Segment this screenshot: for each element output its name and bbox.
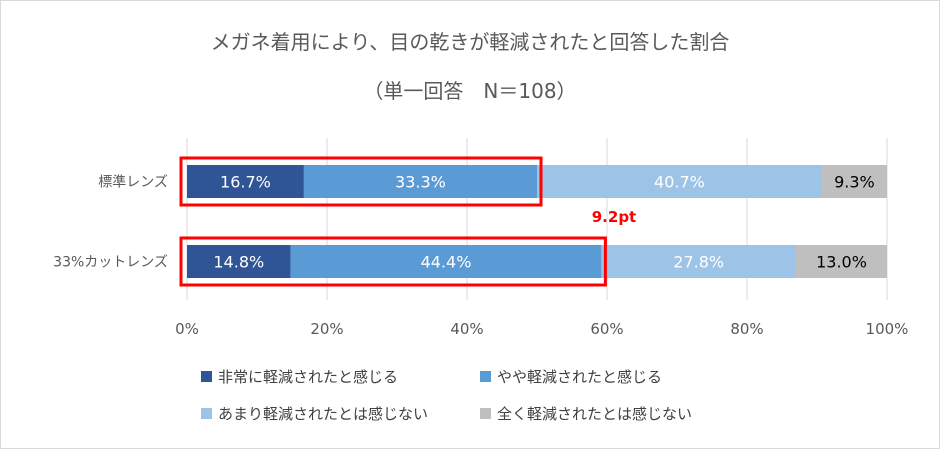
data-label-0-2: 40.7% <box>654 173 705 192</box>
bar-segment-0-3 <box>821 165 887 198</box>
data-label-0-3: 9.3% <box>834 173 875 192</box>
data-label-0-0: 16.7% <box>220 173 271 192</box>
data-label-1-0: 14.8% <box>213 253 264 272</box>
legend-item-1: 非常に軽減されたと感じる <box>201 366 398 387</box>
x-tick-label-5: 100% <box>866 320 909 338</box>
legend-swatch-4 <box>480 408 491 419</box>
x-tick-label-0: 0% <box>175 320 199 338</box>
bar-segment-1-3 <box>796 245 887 278</box>
legend-label-3: あまり軽減されたとは感じない <box>218 405 429 423</box>
data-label-1-1: 44.4% <box>421 253 472 272</box>
legend-item-4: 全く軽減されたとは感じない <box>480 403 692 424</box>
x-tick-label-4: 80% <box>730 320 763 338</box>
difference-annotation: 9.2pt <box>592 208 636 226</box>
legend-label-2: やや軽減されたと感じる <box>497 368 663 386</box>
legend-item-2: やや軽減されたと感じる <box>480 366 662 387</box>
x-tick-label-1: 20% <box>310 320 343 338</box>
legend-label-1: 非常に軽減されたと感じる <box>218 368 399 386</box>
data-label-1-3: 13.0% <box>816 253 867 272</box>
bar-segment-1-2 <box>601 245 796 278</box>
category-label-0: 標準レンズ <box>98 175 168 191</box>
legend-label-4: 全く軽減されたとは感じない <box>497 405 693 423</box>
x-tick-label-3: 60% <box>590 320 623 338</box>
category-label-1: 33%カットレンズ <box>53 255 168 271</box>
chart-subtitle: （単一回答 N＝108） <box>363 79 577 103</box>
legend-swatch-3 <box>201 408 212 419</box>
legend-item-3: あまり軽減されたとは感じない <box>201 403 428 424</box>
data-label-0-1: 33.3% <box>395 173 446 192</box>
x-tick-label-2: 40% <box>450 320 483 338</box>
bar-segment-0-0 <box>187 165 304 198</box>
bar-segment-1-0 <box>187 245 291 278</box>
highlight-box-0 <box>179 156 543 207</box>
legend-swatch-1 <box>201 371 212 382</box>
chart-title: メガネ着用により、目の乾きが軽減されたと回答した割合 <box>210 30 730 54</box>
data-label-1-2: 27.8% <box>673 253 724 272</box>
bar-segment-1-1 <box>290 245 602 278</box>
bar-segment-0-1 <box>303 165 537 198</box>
legend-swatch-2 <box>480 371 491 382</box>
highlight-box-1 <box>179 236 607 287</box>
bar-segment-0-2 <box>537 165 822 198</box>
